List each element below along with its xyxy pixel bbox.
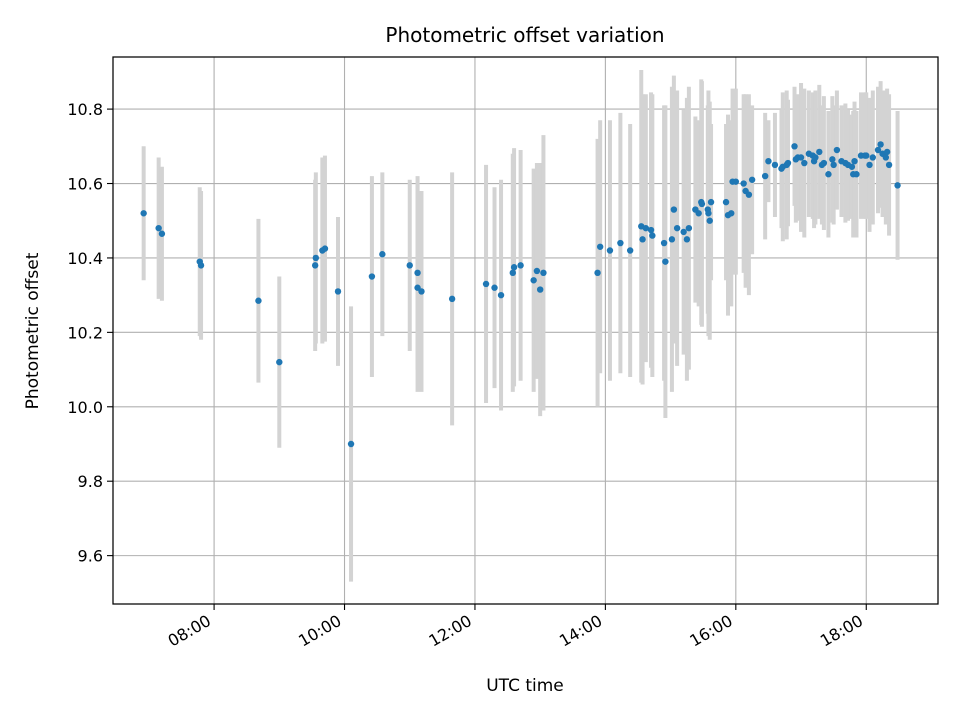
data-point (748, 176, 756, 183)
data-point (482, 280, 490, 288)
data-point (379, 251, 386, 258)
y-tick-label: 10.8 (67, 100, 103, 119)
data-point (825, 171, 832, 178)
chart-title: Photometric offset variation (385, 23, 664, 47)
data-point (414, 269, 421, 277)
data-point (683, 236, 691, 243)
data-point (347, 440, 355, 448)
data-point (312, 254, 320, 262)
data-point (606, 247, 614, 254)
data-point (510, 264, 518, 271)
data-point (530, 277, 537, 284)
data-point (276, 358, 283, 366)
grid-lines (113, 57, 938, 604)
plot-frame (112, 56, 939, 605)
data-point (594, 269, 601, 277)
data-point (491, 284, 498, 291)
data-point (670, 206, 678, 213)
data-point (830, 161, 837, 169)
data-point (406, 262, 413, 269)
data-point (820, 159, 828, 167)
data-point (660, 239, 668, 247)
data-point (255, 297, 262, 304)
data-point (617, 239, 624, 247)
data-point (197, 262, 205, 269)
data-point (833, 146, 841, 154)
data-point (761, 172, 769, 180)
data-point (540, 269, 547, 277)
data-point (740, 180, 747, 187)
data-point (829, 156, 836, 163)
data-point (863, 152, 870, 159)
data-point (801, 159, 808, 167)
data-point (771, 161, 779, 169)
data-point (448, 295, 456, 303)
data-point (140, 210, 147, 217)
data-point (866, 161, 873, 169)
data-point (662, 258, 669, 265)
data-point (334, 288, 342, 295)
data-point (536, 286, 544, 293)
data-point (728, 210, 735, 217)
data-point (883, 148, 891, 156)
data-point (509, 269, 516, 277)
data-point (894, 182, 901, 189)
data-point (155, 224, 162, 232)
data-point (784, 159, 792, 167)
data-point (649, 232, 656, 239)
data-point (596, 243, 604, 250)
data-point (732, 178, 740, 185)
data-point (497, 291, 505, 299)
data-point (745, 191, 753, 198)
data-point (765, 157, 772, 165)
data-point (673, 224, 681, 232)
data-point (853, 171, 860, 178)
data-point (791, 143, 798, 150)
y-tick-label: 10.6 (67, 175, 103, 194)
y-tick-label: 9.8 (78, 472, 103, 491)
data-point (706, 217, 713, 224)
y-tick-label: 10.4 (67, 249, 103, 268)
data-point (707, 198, 715, 206)
data-point (639, 236, 646, 243)
data-point (680, 228, 687, 236)
data-point (368, 273, 376, 280)
data-point (722, 198, 730, 206)
data-point (797, 154, 805, 161)
data-point (848, 163, 856, 170)
data-point (877, 141, 884, 148)
data-point (311, 262, 319, 269)
data-point (812, 154, 819, 161)
y-tick-label: 9.6 (78, 547, 103, 566)
data-point (647, 226, 655, 234)
data-point (668, 236, 676, 243)
data-point (816, 148, 823, 156)
data-points (140, 141, 901, 448)
data-point (874, 146, 882, 154)
data-point (642, 224, 650, 232)
data-point (533, 267, 541, 275)
data-point (869, 154, 876, 161)
data-point (685, 224, 693, 232)
y-tick-label: 10.2 (67, 323, 103, 342)
data-point (695, 210, 702, 217)
y-tick-label: 10.0 (67, 398, 103, 417)
x-axis-title: UTC time (486, 676, 564, 696)
data-point (705, 210, 712, 217)
data-point (698, 200, 706, 208)
data-point (418, 288, 425, 295)
y-axis-title: Photometric offset (23, 252, 43, 409)
data-point (885, 161, 893, 169)
data-point (158, 230, 166, 237)
data-point (321, 245, 329, 252)
data-point (626, 247, 634, 254)
y-axis-ticks: 9.6 9.8 10.0 10.2 10.4 10.6 10.8 (67, 100, 113, 566)
data-point (882, 154, 890, 161)
data-point (517, 262, 524, 269)
data-point (851, 157, 858, 165)
